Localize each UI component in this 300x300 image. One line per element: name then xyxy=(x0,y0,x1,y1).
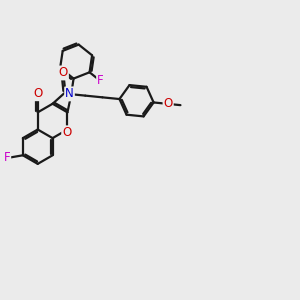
Text: O: O xyxy=(164,98,173,110)
Text: F: F xyxy=(4,152,10,164)
Text: O: O xyxy=(59,67,68,80)
Text: O: O xyxy=(62,126,71,139)
Text: N: N xyxy=(65,87,74,101)
Text: O: O xyxy=(33,87,42,100)
Text: F: F xyxy=(97,74,104,87)
